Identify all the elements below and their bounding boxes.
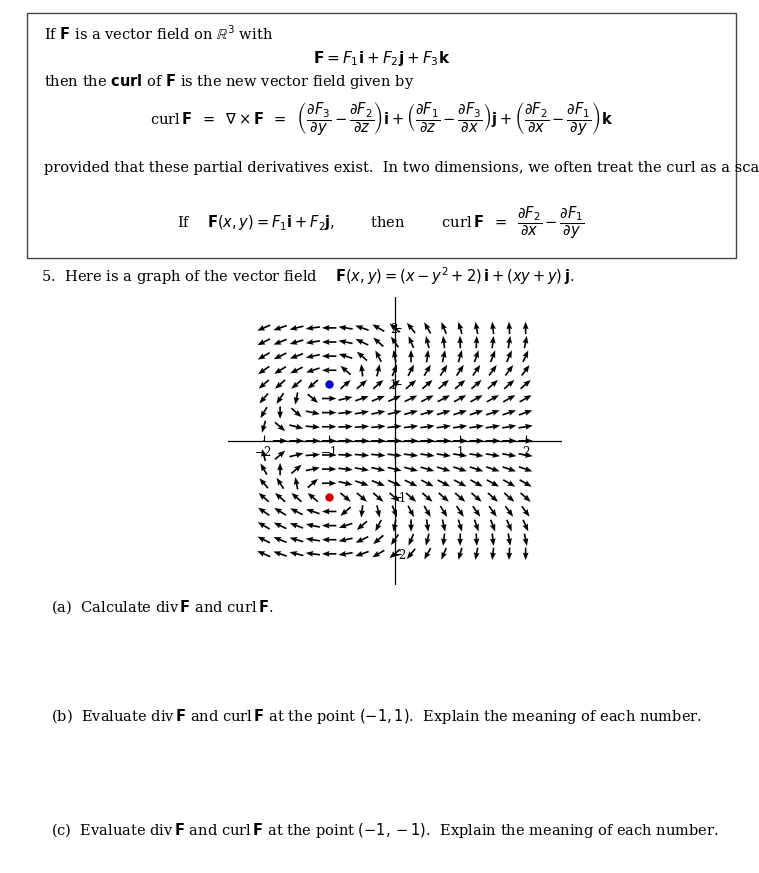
Text: $\mathbf{F} = F_1\mathbf{i}+ F_2\mathbf{j} + F_3\mathbf{k}$: $\mathbf{F} = F_1\mathbf{i}+ F_2\mathbf{… — [313, 49, 450, 67]
Text: If $\quad \mathbf{F}(x,y) = F_1\mathbf{i}+ F_2\mathbf{j},$$\qquad$ then $\qquad$: If $\quad \mathbf{F}(x,y) = F_1\mathbf{i… — [178, 205, 585, 241]
Text: then the $\mathbf{curl}$ of $\mathbf{F}$ is the new vector field given by: then the $\mathbf{curl}$ of $\mathbf{F}$… — [44, 72, 414, 91]
Text: 5.  Here is a graph of the vector field $\quad$$\mathbf{F}(x,y) = (x - y^2 + 2)\: 5. Here is a graph of the vector field $… — [41, 265, 574, 286]
Text: (c)  Evaluate div$\,\mathbf{F}$ and curl$\,\mathbf{F}$ at the point $(-1, -1)$. : (c) Evaluate div$\,\mathbf{F}$ and curl$… — [52, 821, 720, 840]
Text: (a)  Calculate div$\,\mathbf{F}$ and curl$\,\mathbf{F}$.: (a) Calculate div$\,\mathbf{F}$ and curl… — [52, 599, 274, 616]
FancyBboxPatch shape — [27, 13, 736, 258]
Text: If $\mathbf{F}$ is a vector field on $\mathbb{R}^3$ with: If $\mathbf{F}$ is a vector field on $\m… — [44, 24, 273, 43]
Text: (b)  Evaluate div$\,\mathbf{F}$ and curl$\,\mathbf{F}$ at the point $(-1, 1)$.  : (b) Evaluate div$\,\mathbf{F}$ and curl$… — [52, 707, 703, 726]
Text: curl$\,\mathbf{F}$$\;\;=\;\;$$\nabla \times \mathbf{F}$$\;\;=\;\;$$\left(\dfrac{: curl$\,\mathbf{F}$$\;\;=\;\;$$\nabla \ti… — [150, 100, 613, 137]
Text: provided that these partial derivatives exist.  In two dimensions, we often trea: provided that these partial derivatives … — [44, 161, 759, 175]
